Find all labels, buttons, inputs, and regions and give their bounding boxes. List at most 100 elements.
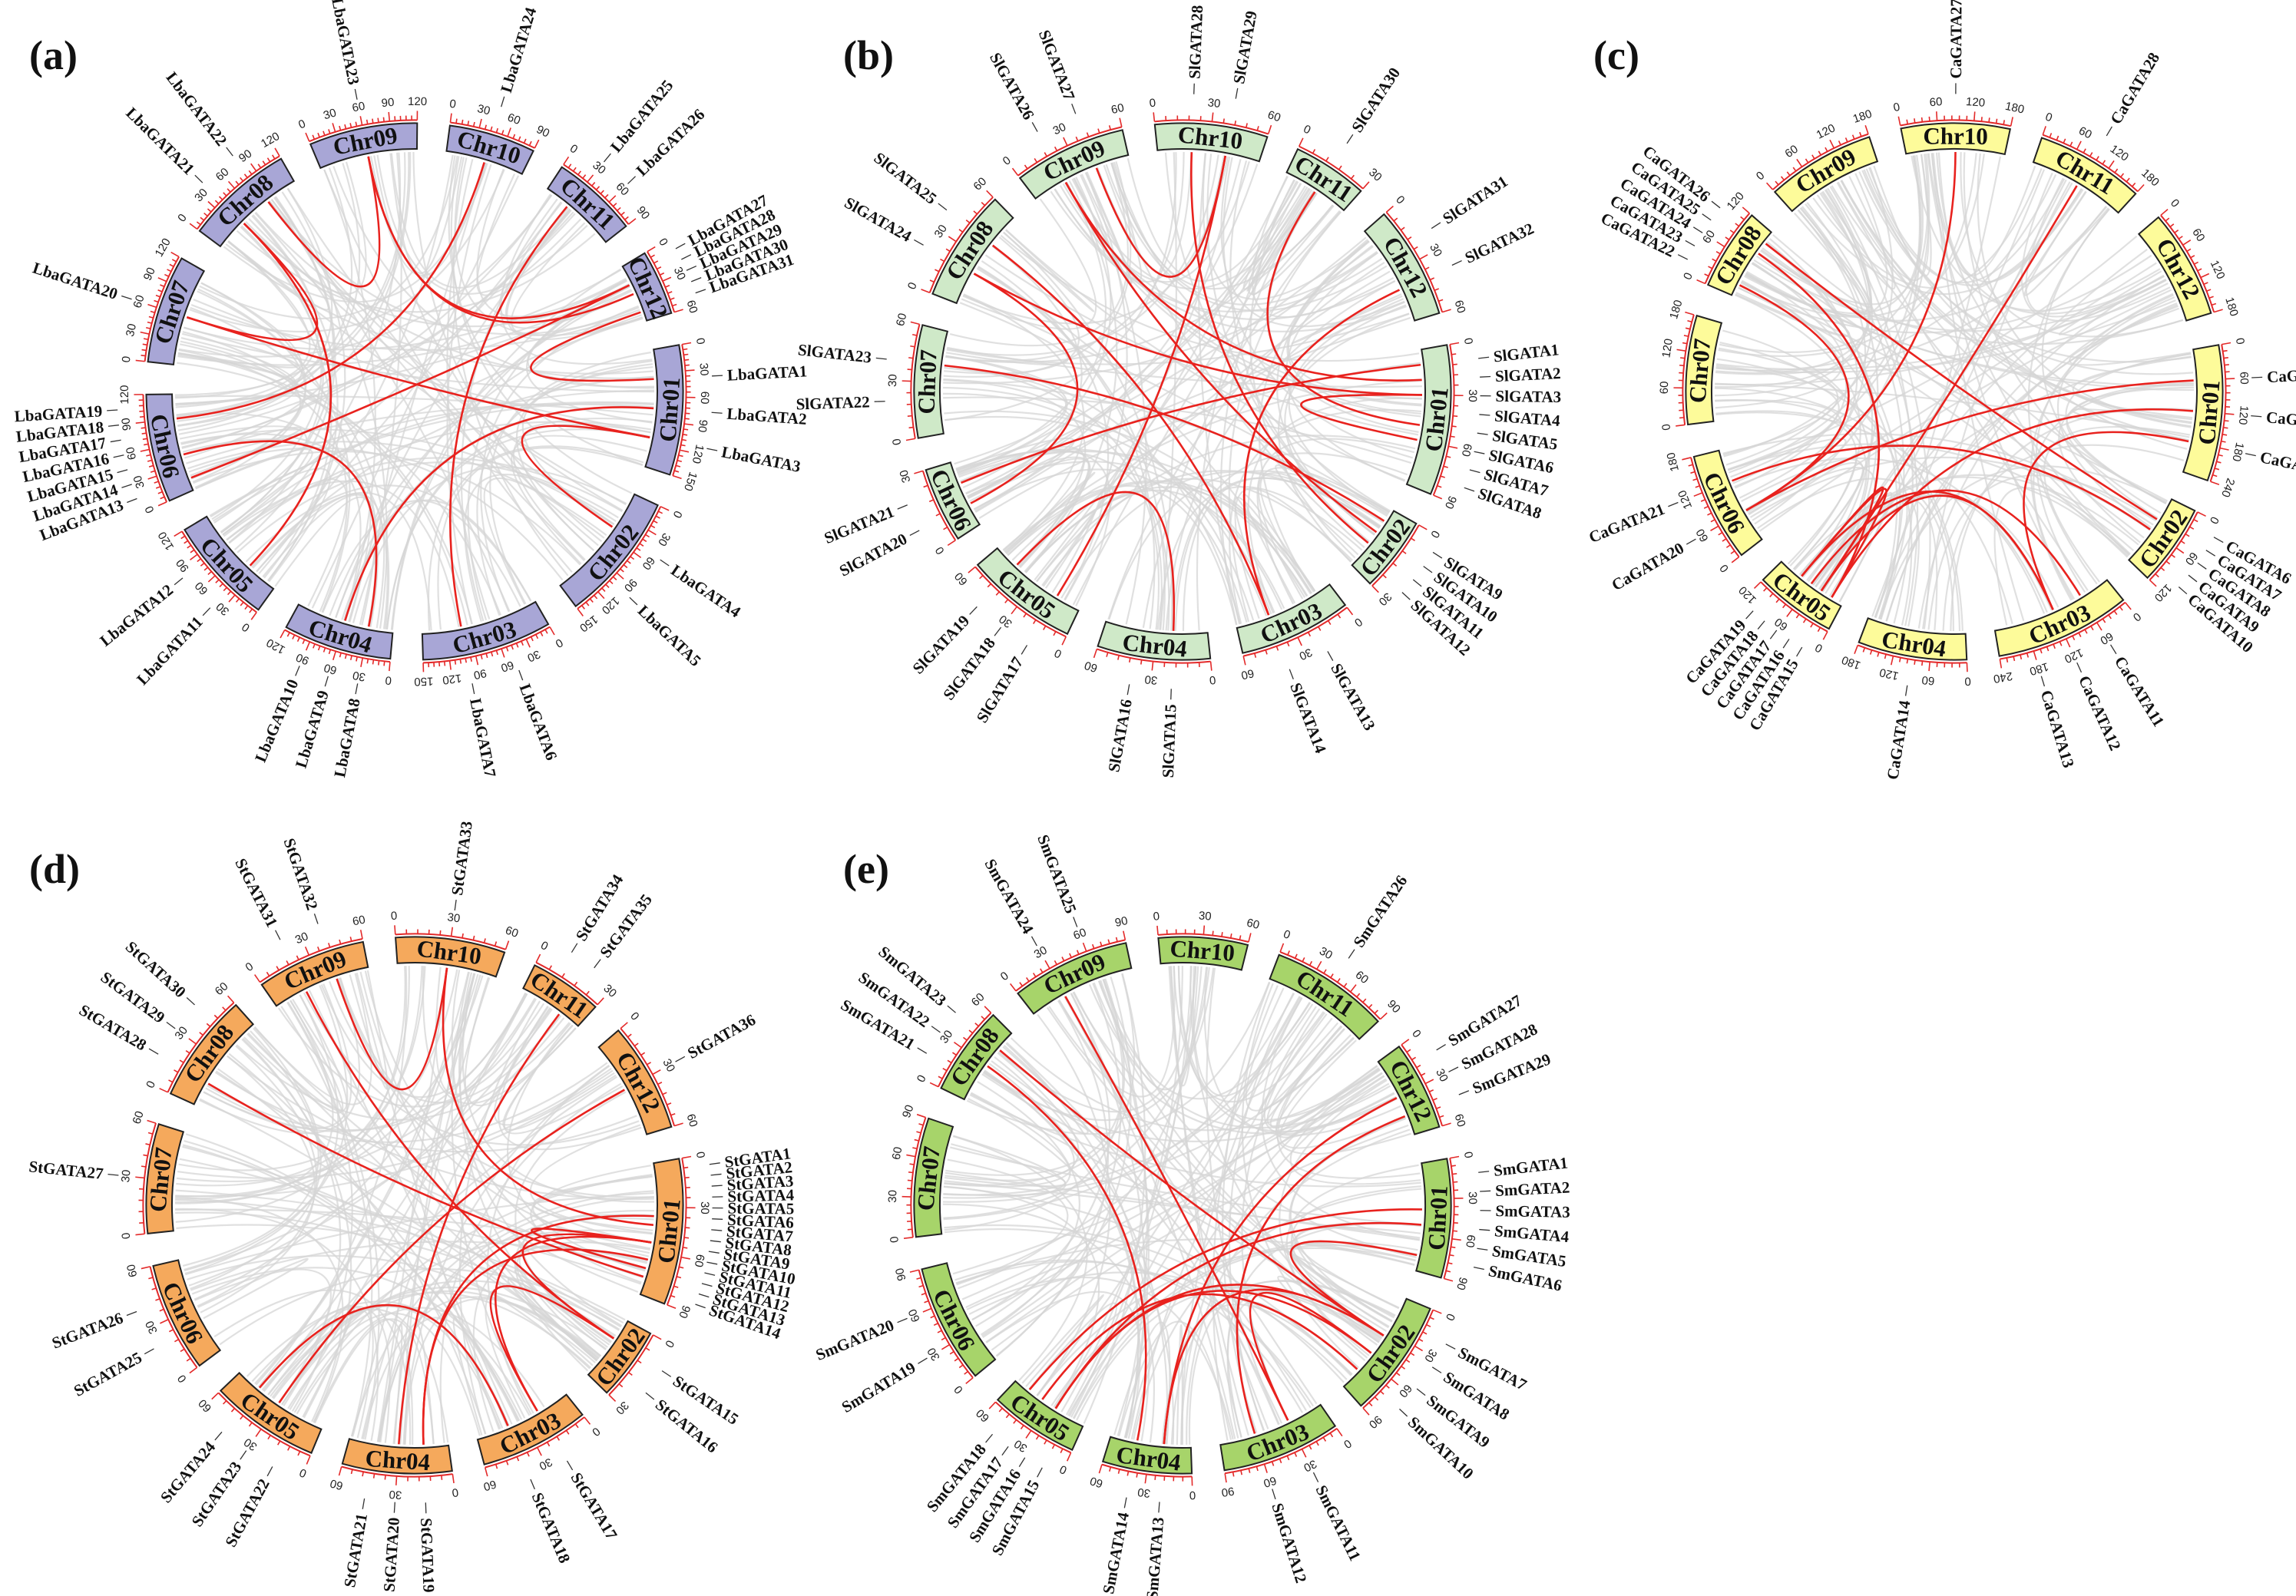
tick-label: 30 (1198, 909, 1212, 923)
ruler-tick (1151, 661, 1154, 671)
ruler-tick (1325, 157, 1329, 162)
ruler-tick (155, 486, 161, 489)
synteny-link-gray (1170, 1280, 1395, 1445)
synteny-link-gray (435, 967, 538, 1095)
ruler-tick (254, 974, 261, 983)
ruler-tick (1854, 645, 1859, 654)
synteny-link-gray (245, 484, 532, 602)
gene-marker (1458, 1090, 1470, 1095)
chromosome-label: Chr04 (306, 613, 375, 658)
ruler-tick (916, 1113, 926, 1119)
ruler-arc (1704, 213, 1751, 284)
ruler-tick (227, 188, 231, 193)
synteny-link-gray (450, 156, 633, 494)
ruler-tick (1999, 659, 2003, 669)
ruler-tick (1032, 973, 1037, 977)
synteny-link-gray (514, 1217, 654, 1372)
gene-label: SmGATA4 (1494, 1221, 1570, 1246)
synteny-link-red (1732, 444, 2151, 530)
ruler-tick (1343, 983, 1348, 988)
gene-label: StGATA17 (567, 1469, 620, 1543)
chromosome-block (2137, 216, 2212, 322)
gene-marker (186, 997, 195, 1006)
synteny-link-gray (961, 198, 1097, 330)
ruler-tick (577, 608, 584, 616)
ruler-tick (1426, 1323, 1431, 1327)
ruler-tick (645, 1347, 650, 1351)
ruler-tick (1004, 599, 1009, 603)
ruler-tick (495, 127, 499, 134)
tick-label: 30 (1376, 590, 1394, 608)
tick-label: 30 (476, 102, 491, 117)
ruler-tick (1061, 636, 1067, 646)
ruler-tick (988, 1401, 997, 1409)
synteny-link-gray (257, 966, 408, 1388)
ruler-tick (1265, 649, 1268, 655)
ruler-tick (1450, 342, 1460, 345)
tick-label: 0 (538, 939, 550, 953)
gene-marker (897, 504, 908, 510)
ruler-tick (339, 939, 342, 945)
tick-label: 60 (1266, 108, 1282, 124)
tick-label: 240 (2218, 477, 2237, 499)
chromosome-block (1101, 1436, 1193, 1475)
ruler-tick (1780, 176, 1785, 181)
ruler-tick (323, 131, 326, 136)
ruler-tick (922, 1307, 932, 1313)
gene-label: LbaGATA22 (162, 68, 230, 150)
synteny-link-gray (1284, 312, 1410, 543)
synteny-link-gray (1002, 484, 1238, 626)
gene-label: SlGATA16 (1104, 698, 1136, 774)
ruler-tick (174, 1339, 180, 1343)
tick-label: 90 (174, 557, 192, 575)
tick-label: 0 (951, 1383, 965, 1396)
ruler-tick (930, 1315, 935, 1319)
synteny-link-gray (966, 1277, 1234, 1440)
tick-label: 30 (938, 1028, 956, 1046)
gene-marker (1782, 639, 1790, 649)
ruler-tick (450, 927, 454, 937)
ruler-tick (491, 651, 494, 657)
gene-label: StGATA6 (727, 1211, 795, 1232)
tick-label: 0 (890, 438, 904, 446)
ruler-tick (1414, 1345, 1424, 1352)
synteny-link-gray (1285, 252, 1405, 482)
synteny-link-gray (973, 468, 1248, 623)
synteny-link-gray (1932, 153, 2076, 600)
ruler-tick (2078, 632, 2082, 637)
synteny-link-gray (1113, 161, 1422, 405)
synteny-link-gray (1727, 235, 2138, 471)
tick-label: 30 (932, 223, 950, 240)
ruler-tick (1914, 118, 1916, 124)
synteny-link-gray (361, 1007, 552, 1439)
synteny-link-gray (1072, 1028, 1345, 1419)
tick-label: 0 (553, 636, 565, 650)
tick-label: 0 (1153, 910, 1160, 924)
segmental-duplication-links (1732, 151, 2194, 610)
ruler-tick (297, 1451, 301, 1456)
ruler-tick (924, 1300, 929, 1304)
ruler-tick (597, 591, 605, 600)
synteny-link-gray (236, 1022, 571, 1121)
synteny-link-gray (1800, 207, 1879, 577)
ruler-tick (987, 583, 992, 588)
chromosome-block (1363, 213, 1441, 322)
ruler-tick (515, 643, 519, 648)
ruler-tick (639, 543, 644, 547)
chromosome-block (996, 1380, 1084, 1451)
chromosome-block (913, 324, 949, 439)
ruler-arc (1101, 1463, 1193, 1478)
synteny-link-gray (944, 365, 1163, 630)
synteny-link-gray (1885, 304, 2179, 622)
synteny-link-gray (1103, 978, 1148, 1436)
synteny-link-gray (1277, 1275, 1384, 1362)
circos-panel-5: (e)Chr010306090SmGATA1SmGATA2SmGATA3SmGA… (813, 832, 1570, 1596)
gene-marker (701, 1283, 713, 1287)
ruler-tick (1312, 149, 1316, 154)
panel-letter: (d) (29, 846, 80, 892)
ruler-tick (1715, 250, 1721, 255)
tick-label: 60 (130, 1109, 146, 1125)
tick-label: 0 (1393, 193, 1407, 207)
